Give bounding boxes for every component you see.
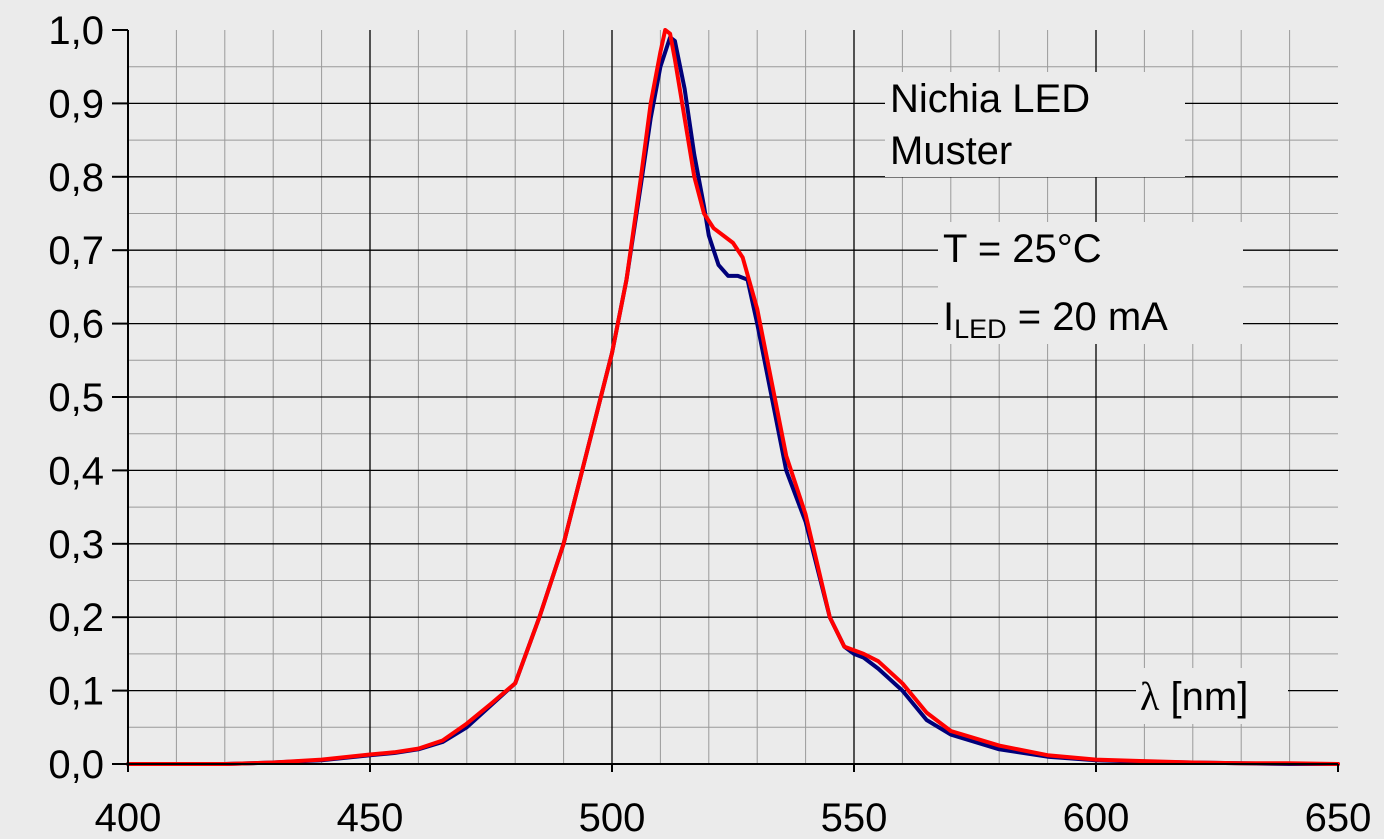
device-label-line1: Nichia LED [890,77,1090,121]
device-label-box [885,72,1185,177]
current-label: ILED = 20 mA [943,295,1168,344]
y-tick-label: 0,4 [48,449,104,493]
series-line-2 [126,28,1340,766]
conditions-box [938,222,1243,344]
current-value: = 20 mA [1007,295,1169,339]
series-layer [126,28,1340,766]
y-tick-label: 0,3 [48,523,104,567]
y-tick-label: 0,7 [48,229,104,273]
temperature-label: T = 25°C [943,227,1102,271]
x-tick-label: 450 [337,796,404,839]
x-tick-label: 550 [821,796,888,839]
y-tick-label: 0,2 [48,596,104,640]
x-axis-unit: [nm] [1159,675,1248,719]
y-tick-label: 0,9 [48,82,104,126]
y-tick-label: 0,1 [48,670,104,714]
series-line-1 [126,35,1340,766]
x-tick-label: 600 [1063,796,1130,839]
x-tick-label: 650 [1305,796,1372,839]
y-tick-label: 0,8 [48,156,104,200]
x-axis-unit-label: λ [nm] [1140,674,1248,719]
lambda-symbol: λ [1140,674,1160,719]
y-tick-label: 0,6 [48,303,104,347]
axis-frame [112,29,1339,772]
x-axis-unit-box [1136,668,1288,724]
current-subscript: LED [954,314,1007,344]
y-tick-label: 0,5 [48,376,104,420]
tick-labels: 400 450 500 550 600 650 0,0 0,1 0,2 0,3 0,4 0,5 0,6 0… [48,9,1371,839]
x-tick-label: 500 [579,796,646,839]
x-tick-label: 400 [95,796,162,839]
device-label-line2: Muster [890,129,1012,173]
y-tick-label: 0,0 [48,743,104,787]
y-tick-label: 1,0 [48,9,104,53]
current-symbol: I [943,295,954,339]
